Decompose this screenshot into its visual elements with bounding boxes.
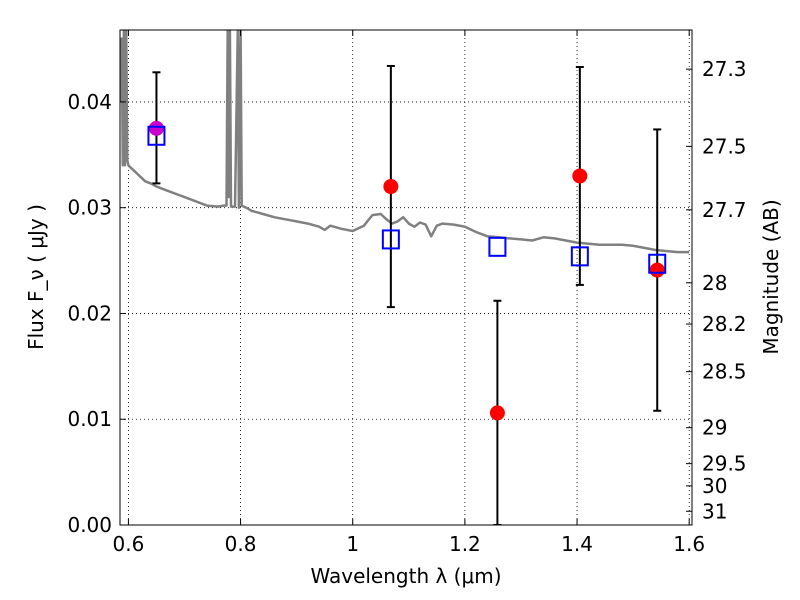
x-tick-label: 0.6 xyxy=(113,532,145,556)
x-tick-label: 1 xyxy=(346,532,359,556)
right-tick-label: 27.3 xyxy=(702,57,747,81)
y-tick-label: 0.03 xyxy=(67,196,112,220)
tick-labels: 0.6 0.8 1 1.2 1.4 1.6 0.00 0.01 0.02 0.03 0.04 27.3… xyxy=(67,57,746,556)
right-tick-label: 28.2 xyxy=(702,312,747,336)
y-tick-label: 0.00 xyxy=(67,513,112,537)
y-tick-label: 0.04 xyxy=(67,90,112,114)
model-spectrum-line xyxy=(120,30,690,254)
model-flux-square xyxy=(648,253,667,274)
plot-frame xyxy=(119,29,693,526)
grid xyxy=(120,30,692,525)
right-tick-label: 28.5 xyxy=(702,360,747,384)
axis-ticks xyxy=(120,30,692,526)
x-tick-label: 0.8 xyxy=(225,532,257,556)
observed-flux-point xyxy=(148,120,164,136)
right-tick-label: 27.7 xyxy=(702,198,747,222)
x-tick-label: 1.6 xyxy=(673,532,705,556)
plot-area xyxy=(120,30,690,525)
x-axis-label: Wavelength λ (μm) xyxy=(310,564,501,588)
y-axis-right-label: Magnitude (AB) xyxy=(759,199,783,354)
y-tick-label: 0.01 xyxy=(67,407,112,431)
right-tick-label: 29.5 xyxy=(702,452,747,476)
model-flux-square xyxy=(147,125,166,146)
right-tick-label: 31 xyxy=(702,499,727,523)
y-tick-label: 0.02 xyxy=(67,301,112,325)
observed-flux-point xyxy=(383,179,399,195)
right-tick-label: 29 xyxy=(702,416,727,440)
y-axis-label: Flux F_ν ( μJy ) xyxy=(24,204,48,350)
right-tick-label: 27.5 xyxy=(702,134,747,158)
observed-flux-point xyxy=(572,168,588,184)
observed-flux-point xyxy=(649,262,665,278)
observed-flux-point xyxy=(489,405,505,421)
model-flux-square xyxy=(488,236,507,257)
x-tick-label: 1.2 xyxy=(449,532,481,556)
x-tick-label: 1.4 xyxy=(561,532,593,556)
model-flux-square xyxy=(381,229,400,250)
model-flux-square xyxy=(570,246,589,267)
right-tick-label: 30 xyxy=(702,474,727,498)
right-tick-label: 28 xyxy=(702,271,727,295)
